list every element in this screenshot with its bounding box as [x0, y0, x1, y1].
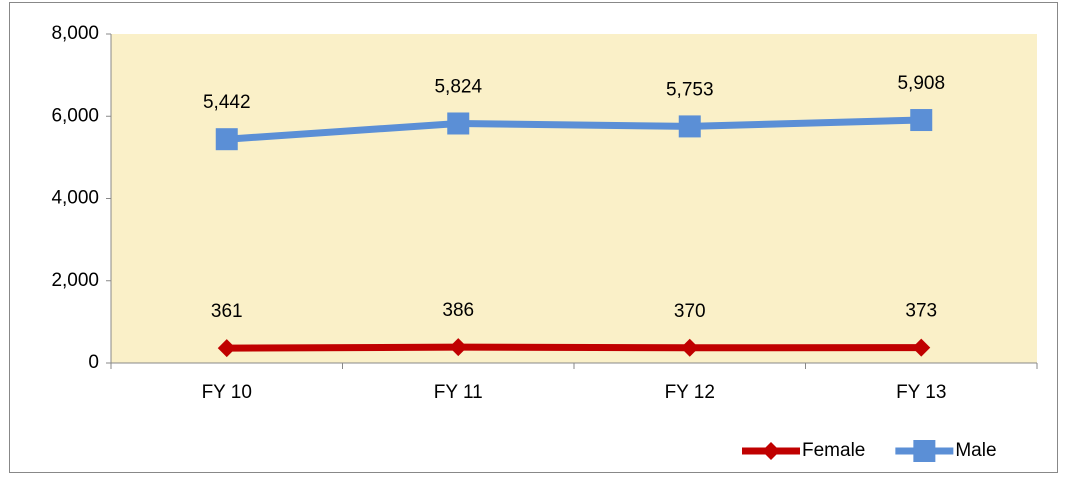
series-line: [226, 116, 922, 143]
data-point: [678, 115, 701, 138]
y-tick-label: 2,000: [51, 270, 99, 291]
data-point: [449, 338, 468, 357]
data-label: 370: [674, 301, 706, 322]
data-label: 5,908: [897, 73, 945, 94]
y-tick-label: 6,000: [51, 105, 99, 126]
x-tick-label: FY 13: [896, 382, 946, 403]
legend-label: Female: [802, 440, 865, 461]
y-tick-label: 4,000: [51, 188, 99, 209]
data-label: 5,824: [434, 77, 482, 98]
legend-marker: [913, 440, 936, 462]
data-point: [217, 339, 236, 358]
series-line: [226, 343, 922, 352]
data-point: [910, 109, 933, 132]
data-point: [912, 338, 931, 357]
x-tick-label: FY 11: [434, 382, 483, 403]
data-label: 361: [211, 301, 243, 322]
plot-area: [111, 34, 1037, 363]
data-label: 386: [442, 300, 474, 321]
y-tick-label: 8,000: [51, 23, 99, 44]
x-tick-label: FY 10: [202, 382, 252, 403]
data-label: 5,442: [203, 92, 251, 113]
x-tick-label: FY 12: [665, 382, 715, 403]
legend-marker: [762, 442, 780, 460]
legend-label: Male: [955, 440, 996, 461]
data-label: 5,753: [666, 79, 714, 100]
data-point: [215, 128, 238, 151]
y-tick-label: 0: [88, 352, 99, 373]
data-label: 373: [905, 301, 937, 322]
data-point: [447, 112, 470, 135]
data-point: [680, 338, 699, 357]
